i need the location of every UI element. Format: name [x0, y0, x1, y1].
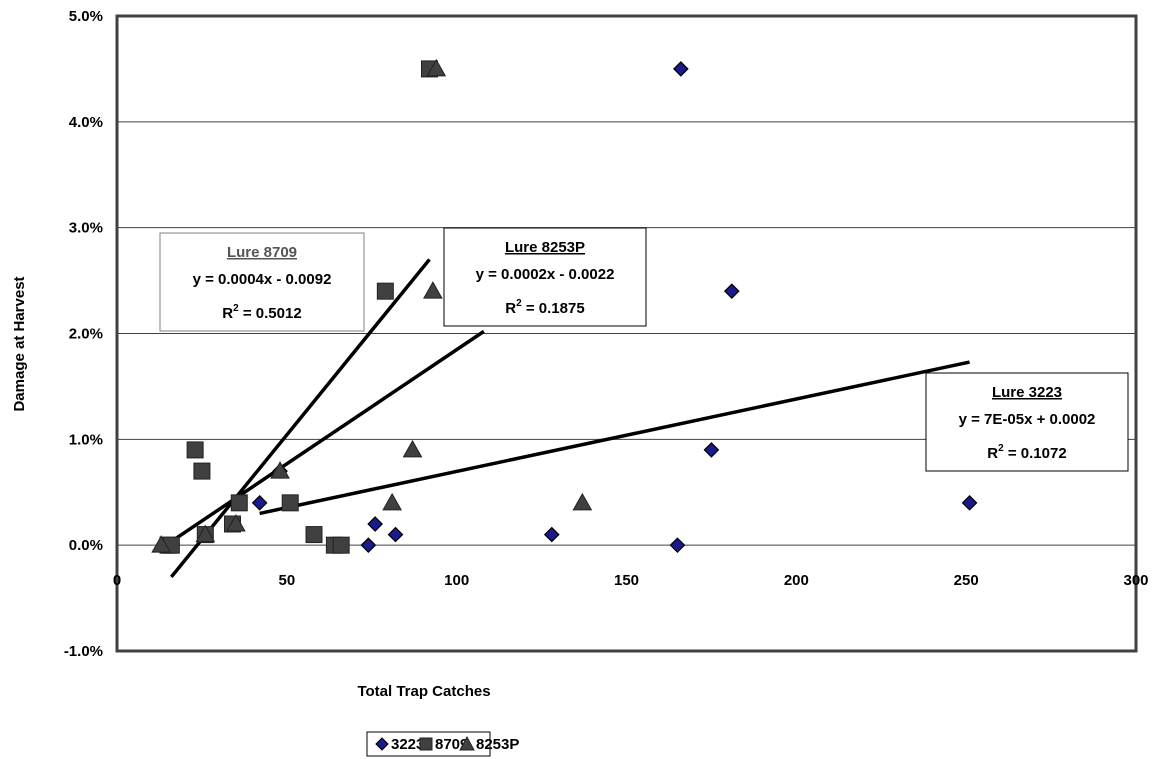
x-tick-label: 50	[278, 572, 295, 589]
x-tick-label: 150	[614, 572, 639, 589]
y-axis-ticks: -1.0% 0.0% 1.0% 2.0% 3.0% 4.0% 5.0%	[64, 8, 103, 660]
r-sup: 2	[233, 303, 239, 314]
trendline-3223	[259, 360, 970, 516]
data-point-8253p	[195, 524, 216, 543]
annotation-lure-8709: Lure 8709 y = 0.0004x - 0.0092 R2 = 0.50…	[159, 232, 365, 332]
y-axis-title: Damage at Harvest	[11, 276, 28, 411]
legend-marker-3223	[375, 737, 389, 751]
data-point-8709	[281, 494, 299, 512]
data-point-3223	[387, 526, 404, 543]
y-tick-label: -1.0%	[64, 643, 103, 660]
data-point-8709	[376, 282, 394, 300]
data-point-3223	[961, 494, 978, 511]
data-point-3223	[360, 537, 377, 554]
data-point-8253p	[402, 439, 423, 458]
data-point-3223	[367, 516, 383, 532]
r-sup: 2	[516, 298, 522, 309]
y-tick-label: 0.0%	[69, 537, 103, 554]
data-point-8709	[193, 462, 211, 480]
gridlines	[117, 15, 1136, 652]
trendline-8709	[169, 258, 431, 579]
annotation-equation: y = 0.0004x - 0.0092	[193, 271, 332, 288]
data-point-3223	[723, 283, 740, 300]
r-label: R	[505, 300, 516, 317]
r-value: = 0.1875	[522, 300, 585, 317]
legend-label-8709: 8709	[435, 736, 468, 753]
data-point-8253p	[382, 492, 402, 511]
data-point-3223	[672, 61, 689, 77]
legend-label-8253p: 8253P	[476, 736, 519, 753]
x-tick-label: 300	[1123, 572, 1148, 589]
y-tick-label: 4.0%	[69, 114, 103, 131]
y-tick-label: 1.0%	[69, 431, 103, 448]
data-point-8253p	[270, 461, 290, 479]
x-tick-label: 250	[954, 572, 979, 589]
data-point-8709	[332, 536, 350, 554]
x-tick-label: 0	[113, 572, 121, 589]
legend-marker-8709	[419, 737, 433, 751]
y-tick-label: 3.0%	[69, 220, 103, 237]
annotation-equation: y = 0.0002x - 0.0022	[476, 266, 615, 283]
annotation-title: Lure 8709	[227, 244, 297, 261]
annotation-title: Lure 3223	[992, 384, 1062, 401]
r-label: R	[987, 445, 998, 462]
r-value: = 0.5012	[239, 305, 302, 322]
data-point-8709	[230, 494, 248, 512]
r-value: = 0.1072	[1004, 445, 1067, 462]
data-point-3223	[543, 526, 560, 543]
data-point-3223	[703, 442, 720, 458]
annotation-lure-3223: Lure 3223 y = 7E-05x + 0.0002 R2 = 0.107…	[925, 372, 1129, 472]
x-tick-label: 200	[784, 572, 809, 589]
data-points	[151, 58, 978, 554]
annotation-title: Lure 8253P	[505, 239, 585, 256]
y-tick-label: 2.0%	[69, 326, 103, 343]
data-point-8253p	[423, 281, 443, 299]
y-tick-label: 5.0%	[69, 8, 103, 25]
data-point-8253p	[151, 535, 172, 553]
legend-label-3223: 3223	[391, 736, 424, 753]
r-label: R	[222, 305, 233, 322]
trendlines	[160, 258, 970, 579]
data-point-8709	[305, 526, 323, 544]
r-sup: 2	[998, 443, 1004, 454]
x-tick-label: 100	[444, 572, 469, 589]
data-point-8709	[186, 441, 204, 459]
annotation-r-squared: R2 = 0.1072	[987, 443, 1066, 462]
annotation-lure-8253p: Lure 8253P y = 0.0002x - 0.0022 R2 = 0.1…	[443, 227, 647, 327]
data-point-8253p	[426, 58, 447, 77]
data-point-8253p	[226, 513, 246, 532]
trendline-8253p	[160, 329, 485, 550]
x-axis-title: Total Trap Catches	[357, 683, 490, 700]
legend-marker-8253p	[459, 735, 475, 751]
data-point-8253p	[572, 492, 593, 511]
data-point-3223	[251, 494, 268, 511]
legend: 3223 8709 8253P	[366, 731, 519, 757]
plot-area-border	[115, 14, 1138, 653]
annotation-r-squared: R2 = 0.5012	[222, 303, 301, 322]
annotation-r-squared: R2 = 0.1875	[505, 298, 584, 317]
data-point-3223	[669, 537, 686, 554]
x-axis-ticks: 0 50 100 150 200 250 300	[113, 572, 1149, 589]
annotation-equation: y = 7E-05x + 0.0002	[959, 411, 1096, 428]
